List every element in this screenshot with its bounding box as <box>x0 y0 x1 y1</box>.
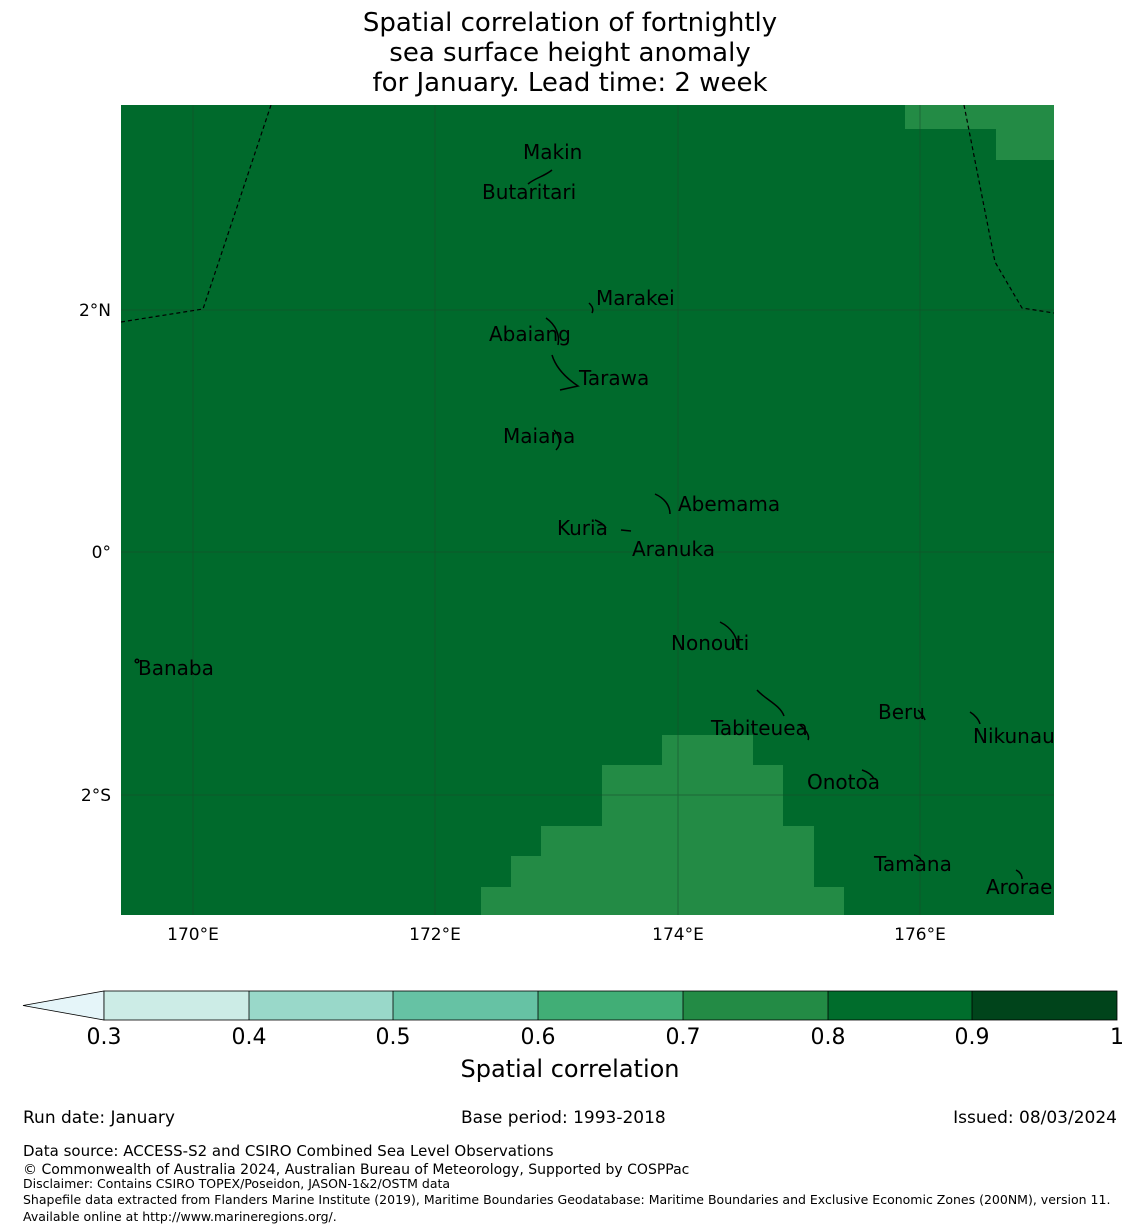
patch-top-right <box>905 105 1054 160</box>
title-line-3: for January. Lead time: 2 week <box>372 68 768 98</box>
map-background <box>121 105 1054 915</box>
place-labels: Makin Butaritari Marakei Abaiang Tarawa … <box>138 140 1055 899</box>
place-maiana: Maiana <box>503 424 575 448</box>
title-line-2: sea surface height anomaly <box>389 38 751 68</box>
lat-label-2s: 2°S <box>81 786 111 806</box>
place-onotoa: Onotoa <box>807 770 880 794</box>
colorbar-bin-7 <box>972 991 1117 1020</box>
lat-axis-labels: 2°N 0° 2°S <box>79 301 111 806</box>
colorbar-tick-1: 1 <box>1110 1025 1124 1050</box>
disclaimer: Disclaimer: Contains CSIRO TOPEX/Poseido… <box>23 1176 451 1191</box>
colorbar-frame <box>103 990 1118 1021</box>
colorbar-bin-2 <box>249 991 393 1020</box>
data-source: Data source: ACCESS-S2 and CSIRO Combine… <box>23 1142 554 1160</box>
colorbar-tick-0-6: 0.6 <box>521 1025 556 1050</box>
map-figure: Makin Butaritari Marakei Abaiang Tarawa … <box>22 105 1125 1083</box>
colorbar-tick-0-7: 0.7 <box>666 1025 701 1050</box>
lat-label-2n: 2°N <box>79 301 111 321</box>
base-period: Base period: 1993-2018 <box>461 1108 666 1128</box>
lat-label-0: 0° <box>92 543 111 563</box>
colorbar: 0.3 0.4 0.5 0.6 0.7 0.8 0.9 1 Spatial co… <box>22 990 1125 1083</box>
place-arorae: Arorae <box>986 875 1052 899</box>
colorbar-tick-0-5: 0.5 <box>376 1025 411 1050</box>
lon-axis-labels: 170°E 172°E 174°E 176°E <box>167 925 946 945</box>
issued-date: Issued: 08/03/2024 <box>953 1108 1117 1128</box>
place-abemama: Abemama <box>678 492 780 516</box>
colorbar-tick-0-9: 0.9 <box>955 1025 990 1050</box>
lon-label-174e: 174°E <box>652 925 704 945</box>
lon-label-170e: 170°E <box>167 925 219 945</box>
place-tarawa: Tarawa <box>578 366 649 390</box>
place-tamana: Tamana <box>873 852 952 876</box>
place-beru: Beru <box>878 700 925 724</box>
colorbar-bin-4 <box>538 991 683 1020</box>
place-kuria: Kuria <box>557 516 608 540</box>
colorbar-extend-arrow <box>22 990 105 1021</box>
place-aranuka: Aranuka <box>632 537 715 561</box>
place-abaiang: Abaiang <box>489 322 571 346</box>
place-makin: Makin <box>523 140 582 164</box>
lon-label-172e: 172°E <box>409 925 461 945</box>
chart-title: Spatial correlation of fortnightly sea s… <box>120 8 1020 98</box>
colorbar-bin-1 <box>104 991 249 1020</box>
colorbar-label: Spatial correlation <box>460 1055 679 1083</box>
colorbar-bin-3 <box>393 991 538 1020</box>
island-outlines <box>134 169 1023 880</box>
place-nonouti: Nonouti <box>671 631 749 655</box>
eez-boundaries <box>121 105 1054 323</box>
patch-bottom <box>481 735 844 915</box>
colorbar-bin-5 <box>683 991 828 1020</box>
colorbar-tick-0-3: 0.3 <box>87 1025 122 1050</box>
lon-label-176e: 176°E <box>894 925 946 945</box>
title-line-1: Spatial correlation of fortnightly <box>362 8 778 38</box>
place-tabiteuea: Tabiteuea <box>710 716 808 740</box>
run-date: Run date: January <box>23 1108 175 1128</box>
shapefile-credit: Shapefile data extracted from Flanders M… <box>23 1192 1111 1224</box>
copyright-notice: © Commonwealth of Australia 2024, Austra… <box>23 1162 690 1178</box>
colorbar-bin-6 <box>828 991 972 1020</box>
colorbar-tick-labels: 0.3 0.4 0.5 0.6 0.7 0.8 0.9 1 <box>87 1025 1125 1050</box>
place-nikunau: Nikunau <box>973 724 1055 748</box>
place-marakei: Marakei <box>596 286 675 310</box>
colorbar-tick-0-8: 0.8 <box>811 1025 846 1050</box>
colorbar-tick-0-4: 0.4 <box>232 1025 267 1050</box>
place-butaritari: Butaritari <box>482 180 576 204</box>
gridlines <box>121 105 1054 915</box>
correlation-patches: Makin Butaritari Marakei Abaiang Tarawa … <box>121 105 1055 915</box>
colorbar-dividers <box>248 991 973 1020</box>
place-banaba: Banaba <box>138 656 214 680</box>
